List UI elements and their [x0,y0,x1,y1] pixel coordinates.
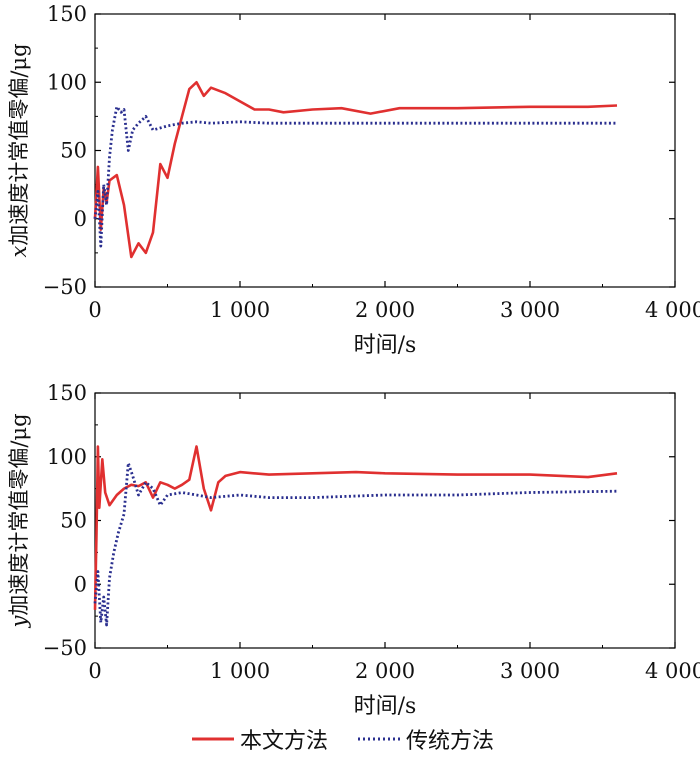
y-tick-label: 50 [60,139,87,163]
x-axis-label: 时间/s [354,694,417,719]
y-axis-label: x加速度计常值零偏/μg [7,43,31,257]
series-line-ours [93,81,618,259]
y-tick-label: 0 [74,207,87,231]
y-tick-label: −50 [43,275,87,299]
x-tick-label: 1 000 [210,659,270,683]
x-tick-label: 2 000 [355,659,415,683]
x-tick-label: 0 [88,659,101,683]
y-tick-label: 100 [47,445,87,469]
x-tick-label: 1 000 [210,298,270,322]
y-tick-label: 150 [47,2,87,26]
x-tick-label: 0 [88,298,101,322]
x-axis-label: 时间/s [354,333,417,358]
legend-ours-label: 本文方法 [240,729,328,754]
y-tick-label: 100 [47,70,87,94]
series-line-traditional [93,105,617,248]
legend-traditional-label: 传统方法 [406,729,494,754]
x-tick-label: 3 000 [500,659,560,683]
series-line-traditional [93,461,618,627]
y-tick-label: 0 [74,572,87,596]
x-tick-label: 4 000 [645,298,700,322]
y-tick-label: 150 [47,381,87,405]
x-tick-label: 3 000 [500,298,560,322]
plot-frame [94,392,676,649]
plot-frame [94,13,676,288]
x-tick-label: 2 000 [355,298,415,322]
y-tick-label: −50 [43,636,87,660]
x-tick-label: 4 000 [645,659,700,683]
legend: 本文方法 传统方法 [192,729,494,754]
y-tick-label: 50 [60,509,87,533]
series-line-ours [93,445,618,610]
y-axis-label: y加速度计常值零偏/μg [7,413,31,628]
